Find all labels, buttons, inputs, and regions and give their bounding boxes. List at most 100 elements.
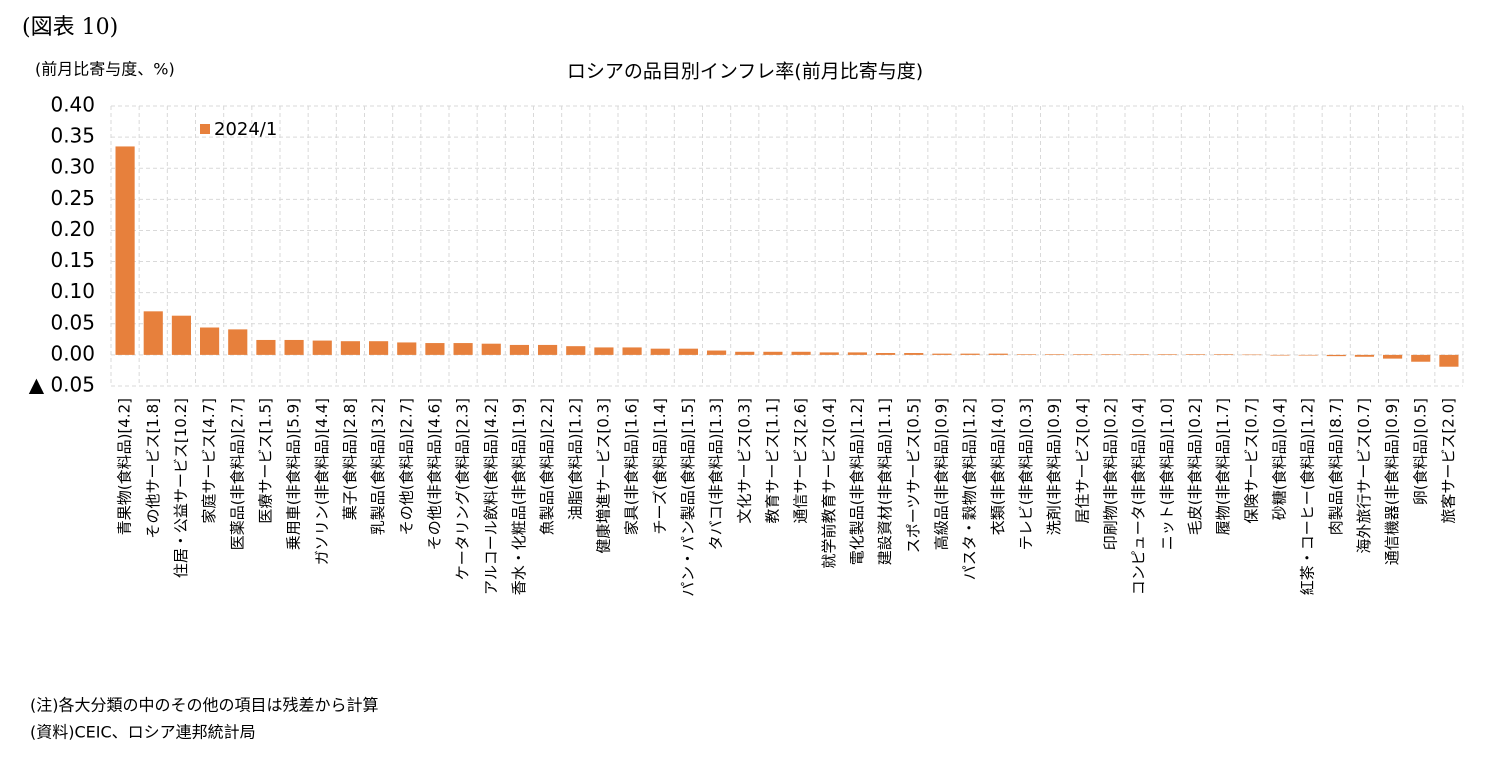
x-tick-label: 医薬品(非食料品)[2.7] [228, 398, 246, 550]
y-tick-label: 0.05 [50, 310, 95, 334]
bar [735, 351, 755, 355]
bar [1326, 354, 1346, 357]
bar [791, 351, 811, 355]
x-tick-label: 通信サービス[2.6] [792, 398, 810, 524]
bar [538, 344, 558, 355]
note: (注)各大分類の中のその他の項目は残差から計算 [30, 696, 379, 715]
x-tick-label: アルコール飲料(食料品)[4.2] [482, 398, 500, 595]
bar [847, 352, 867, 355]
bar [904, 353, 924, 355]
bar [650, 348, 670, 355]
bar [1185, 354, 1205, 355]
x-tick-label: 乗用車(非食料品)[5.9] [285, 398, 303, 550]
x-tick-label: 魚製品(食料品)[2.2] [538, 398, 556, 535]
x-tick-label: 履物(非食料品)[1.7] [1214, 398, 1232, 535]
bar [1270, 354, 1290, 356]
bar [115, 146, 135, 355]
x-tick-label: 家庭サービス[4.7] [200, 398, 218, 524]
x-tick-label: 毛皮(非食料品)[0.2] [1186, 398, 1204, 535]
bar [1439, 354, 1459, 367]
legend-label: 2024/1 [214, 119, 277, 140]
x-tick-label: コンピュータ(非食料品)[0.4] [1130, 398, 1148, 595]
bar [369, 341, 389, 355]
x-tick-label: 油脂(食料品)[1.2] [566, 398, 584, 520]
bar [566, 346, 586, 355]
x-tick-label: 家具(非食料品)[1.6] [623, 398, 641, 535]
x-tick-label: その他(非食料品)[4.6] [425, 398, 443, 550]
y-tick-label: 0.40 [50, 93, 95, 117]
source: (資料)CEIC、ロシア連邦統計局 [30, 723, 256, 742]
x-tick-label: 保険サービス[0.7] [1242, 398, 1260, 524]
y-tick-label: 0.15 [50, 248, 95, 272]
bar [228, 329, 248, 355]
x-tick-label: 肉製品(食料品)[8.7] [1327, 398, 1345, 535]
x-tick-label: 海外旅行サービス[0.7] [1355, 398, 1373, 554]
bar [763, 351, 783, 355]
bar [1383, 354, 1403, 359]
bar [284, 339, 304, 355]
x-tick-label: 乳製品(食料品)[3.2] [369, 398, 387, 535]
bar [143, 311, 163, 355]
x-tick-label: その他サービス[1.8] [144, 398, 162, 539]
y-axis-label: (前月比寄与度、%) [35, 60, 175, 79]
x-tick-label: 青果物(食料品)[4.2] [116, 398, 134, 535]
x-tick-label: パスタ・穀物(食料品)[1.2] [961, 398, 979, 580]
bar [509, 344, 529, 355]
bar [256, 339, 276, 355]
x-tick-label: 医療サービス[1.5] [256, 398, 274, 524]
x-tick-label: 通信機器(非食料品)[0.9] [1383, 398, 1401, 565]
bar [340, 341, 360, 355]
bar [1242, 354, 1262, 356]
bar [876, 353, 896, 355]
x-tick-label: 健康増進サービス[0.3] [594, 398, 612, 554]
legend-swatch [200, 124, 210, 134]
x-tick-label: タバコ(非食料品)[1.3] [707, 398, 725, 550]
bar [171, 315, 191, 355]
bar [932, 353, 952, 355]
x-tick-label: チーズ(食料品)[1.4] [651, 398, 669, 535]
bar [481, 343, 501, 355]
y-tick-label: 0.00 [50, 341, 95, 365]
x-tick-label: 建設資材(非食料品)[1.1] [876, 398, 894, 565]
x-tick-label: 卵(食料品)[0.5] [1411, 398, 1429, 505]
x-tick-label: スポーツサービス[0.5] [904, 398, 922, 553]
y-tick-label: 0.30 [50, 155, 95, 179]
bar [397, 342, 417, 355]
x-tick-label: ケータリング(食料品)[2.3] [454, 398, 472, 580]
bar [312, 340, 332, 355]
x-tick-label: 香水・化粧品(非食料品)[1.9] [510, 398, 528, 595]
x-tick-label: 紅茶・コーヒー(食料品)[1.2] [1299, 398, 1317, 595]
bar [960, 353, 980, 355]
bar [819, 352, 839, 355]
bar [1073, 354, 1093, 355]
y-tick-label: ▲ 0.05 [29, 373, 95, 397]
y-tick-label: 0.20 [50, 217, 95, 241]
x-tick-label: ニット(非食料品)[1.0] [1158, 398, 1176, 550]
y-tick-label: 0.35 [50, 124, 95, 148]
x-tick-label: 住居・公益サービス[10.2] [172, 398, 190, 578]
y-tick-label: 0.25 [50, 186, 95, 210]
x-tick-label: 砂糖(食料品)[0.4] [1270, 398, 1288, 520]
bar [1354, 354, 1374, 357]
x-tick-label: パン・パン製品(食料品)[1.5] [679, 398, 697, 597]
y-tick-label: 0.10 [50, 279, 95, 303]
bar [425, 343, 445, 355]
x-tick-label: 文化サービス[0.3] [735, 398, 753, 524]
x-tick-label: 菓子(食料品)[2.8] [341, 398, 359, 520]
bar [622, 347, 642, 355]
bar [1045, 354, 1065, 355]
bar [678, 348, 698, 355]
bar [1101, 354, 1121, 355]
x-tick-label: 電化製品(非食料品)[1.2] [848, 398, 866, 565]
x-tick-label: 居住サービス[0.4] [1073, 398, 1091, 524]
x-tick-label: ガソリン(非食料品)[4.4] [313, 398, 331, 565]
x-tick-label: 就学前教育サービス[0.4] [820, 398, 838, 569]
bar [1157, 354, 1177, 355]
bar [988, 353, 1008, 355]
bar [1214, 354, 1234, 355]
bar [707, 350, 727, 355]
bar [200, 327, 220, 355]
bar [1298, 354, 1318, 356]
bar [594, 347, 614, 355]
